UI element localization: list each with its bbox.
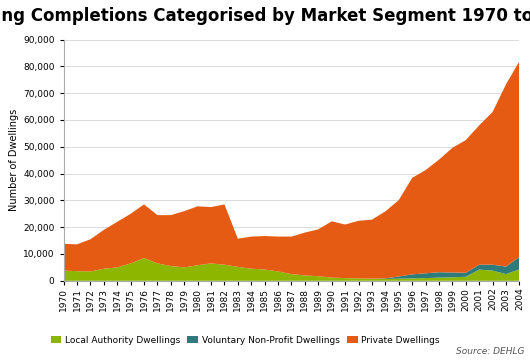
Text: Source: DEHLG: Source: DEHLG bbox=[456, 347, 525, 356]
Legend: Local Authority Dwellings, Voluntary Non-Profit Dwellings, Private Dwellings: Local Authority Dwellings, Voluntary Non… bbox=[47, 332, 444, 348]
Text: Dwelling Completions Categorised by Market Segment 1970 to 2004: Dwelling Completions Categorised by Mark… bbox=[0, 7, 530, 25]
Y-axis label: Number of Dwellings: Number of Dwellings bbox=[9, 109, 19, 211]
